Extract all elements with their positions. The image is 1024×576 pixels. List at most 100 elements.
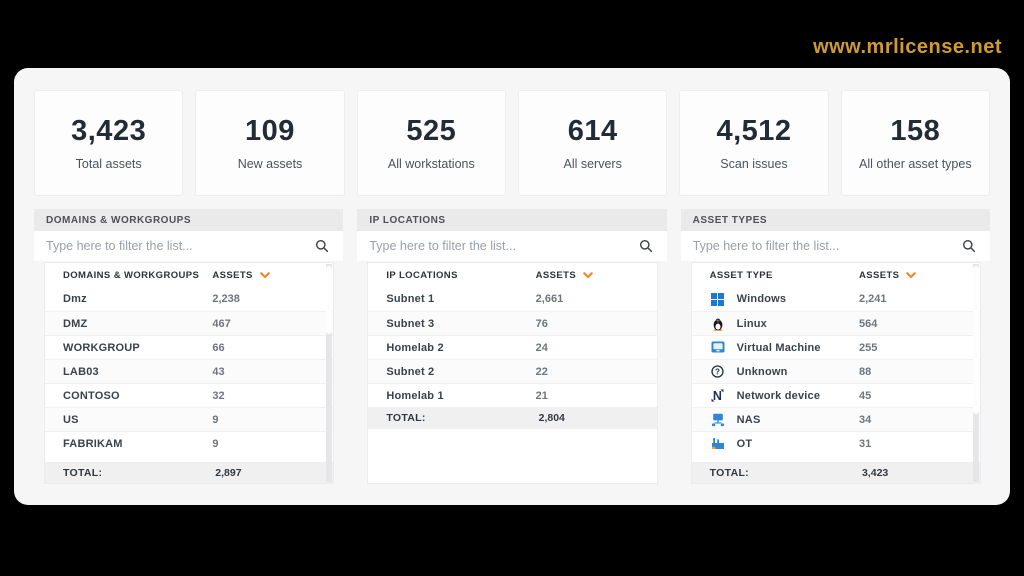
panel-asset-types: ASSET TYPES ASSET TYPE ASSETS bbox=[680, 209, 990, 484]
stat-card-new-assets[interactable]: 109 New assets bbox=[195, 90, 345, 196]
row-value: 31 bbox=[859, 437, 872, 450]
total-value: 2,804 bbox=[538, 412, 565, 424]
row-label-text: Windows bbox=[736, 293, 787, 305]
row-label-text: NAS bbox=[736, 413, 761, 426]
filter-bar bbox=[357, 231, 667, 261]
stat-value: 4,512 bbox=[716, 115, 792, 147]
table-row[interactable]: Linux 564 bbox=[691, 311, 980, 335]
filter-input[interactable] bbox=[692, 239, 962, 253]
table-row[interactable]: Homelab 2 24 bbox=[368, 335, 657, 359]
row-label: NAS bbox=[710, 413, 859, 427]
virtual-machine-icon bbox=[710, 341, 726, 354]
stat-label: All workstations bbox=[387, 157, 475, 171]
filter-bar bbox=[680, 231, 990, 261]
table-row[interactable]: N Network device 45 bbox=[691, 383, 980, 407]
stat-value: 614 bbox=[567, 115, 618, 147]
panel-title: DOMAINS & WORKGROUPS bbox=[34, 209, 344, 231]
row-value: 76 bbox=[535, 317, 548, 330]
column-header-name[interactable]: DOMAINS & WORKGROUPS bbox=[63, 269, 200, 281]
chevron-down-icon[interactable] bbox=[583, 271, 593, 279]
table-row[interactable]: Subnet 1 2,661 bbox=[368, 287, 656, 311]
column-header-name[interactable]: IP LOCATIONS bbox=[386, 269, 458, 281]
stats-row: 3,423 Total assets 109 New assets 525 Al… bbox=[34, 90, 990, 196]
table-body: Windows 2,241 Linux 564 Virtual Machine 255? U… bbox=[691, 287, 980, 462]
row-value: 24 bbox=[535, 341, 548, 354]
watermark: www.mrlicense.net bbox=[813, 36, 1002, 58]
list-columns: DOMAINS & WORKGROUPS DOMAINS & WORKGROUP… bbox=[34, 209, 990, 484]
table-row[interactable]: ? Unknown 88 bbox=[691, 359, 980, 383]
row-label: Dmz bbox=[63, 293, 212, 305]
stat-card-total-assets[interactable]: 3,423 Total assets bbox=[34, 90, 184, 196]
scrollbar[interactable] bbox=[326, 264, 333, 482]
table-row[interactable]: US 9 bbox=[45, 407, 334, 431]
stat-value: 525 bbox=[406, 115, 457, 147]
filter-input[interactable] bbox=[369, 239, 639, 253]
table-row[interactable]: Subnet 3 76 bbox=[368, 311, 657, 335]
total-row: TOTAL: 3,423 bbox=[691, 462, 980, 483]
table-row[interactable]: Homelab 1 21 bbox=[368, 383, 657, 407]
row-value: 564 bbox=[859, 317, 878, 330]
row-label-text: Subnet 2 bbox=[386, 365, 435, 378]
nas-icon bbox=[710, 413, 726, 427]
column-header-name[interactable]: ASSET TYPE bbox=[709, 269, 773, 281]
search-icon[interactable] bbox=[315, 239, 329, 253]
table-row[interactable]: FABRIKAM 9 bbox=[45, 431, 334, 455]
assets-header-label: ASSETS bbox=[535, 269, 577, 281]
row-label-text: Subnet 1 bbox=[386, 293, 435, 305]
table-row[interactable]: OT 31 bbox=[691, 431, 980, 455]
search-icon[interactable] bbox=[962, 239, 976, 253]
row-value: 255 bbox=[859, 341, 878, 354]
table-header: ASSET TYPE ASSETS bbox=[692, 263, 980, 287]
table-row[interactable]: CONTOSO 32 bbox=[45, 383, 334, 407]
network-device-icon: N bbox=[710, 389, 726, 402]
table-row[interactable]: WORKGROUP 66 bbox=[45, 335, 334, 359]
table-row[interactable]: LAB03 43 bbox=[45, 359, 334, 383]
column-header-assets[interactable]: ASSETS bbox=[859, 270, 962, 281]
asset-types-table: ASSET TYPE ASSETS Windows 2,241 Linux 564 Vi… bbox=[690, 262, 981, 484]
row-value: 467 bbox=[212, 317, 231, 330]
table-header: DOMAINS & WORKGROUPS ASSETS bbox=[45, 263, 333, 287]
row-label-text: Unknown bbox=[736, 365, 788, 378]
unknown-icon: ? bbox=[710, 365, 726, 378]
row-value: 2,661 bbox=[535, 293, 564, 305]
search-icon[interactable] bbox=[639, 239, 653, 253]
row-label: LAB03 bbox=[63, 366, 212, 378]
total-label: TOTAL: bbox=[386, 412, 426, 424]
scrollbar[interactable] bbox=[973, 264, 979, 482]
svg-text:N: N bbox=[713, 389, 722, 402]
row-label-text: Dmz bbox=[63, 293, 87, 305]
stat-value: 3,423 bbox=[71, 115, 147, 147]
row-value: 32 bbox=[212, 389, 225, 402]
stat-card-servers[interactable]: 614 All servers bbox=[517, 90, 668, 196]
row-value: 9 bbox=[212, 413, 219, 426]
table-row[interactable]: Windows 2,241 bbox=[692, 287, 980, 311]
table-body: Subnet 1 2,661 Subnet 3 76 Homelab 2 24 Subnet… bbox=[368, 287, 657, 407]
chevron-down-icon[interactable] bbox=[906, 271, 917, 279]
stat-card-scan-issues[interactable]: 4,512 Scan issues bbox=[679, 90, 829, 196]
filter-input[interactable] bbox=[46, 239, 316, 253]
stat-card-workstations[interactable]: 525 All workstations bbox=[356, 90, 506, 196]
row-label-text: Subnet 3 bbox=[386, 317, 435, 330]
row-label-text: FABRIKAM bbox=[63, 437, 123, 450]
table-row[interactable]: Virtual Machine 255 bbox=[691, 335, 980, 359]
total-label: TOTAL: bbox=[63, 467, 103, 479]
table-row[interactable]: Subnet 2 22 bbox=[368, 359, 657, 383]
stat-card-other-asset-types[interactable]: 158 All other asset types bbox=[840, 90, 990, 196]
table-row[interactable]: NAS 34 bbox=[691, 407, 980, 431]
scrollbar-thumb[interactable] bbox=[326, 266, 333, 334]
row-label-text: Network device bbox=[736, 389, 821, 402]
column-header-assets[interactable]: ASSETS bbox=[212, 270, 315, 281]
row-label: Windows bbox=[710, 292, 859, 306]
row-value: 45 bbox=[859, 389, 872, 402]
chevron-down-icon[interactable] bbox=[259, 271, 270, 279]
table-row[interactable]: Dmz 2,238 bbox=[45, 287, 333, 311]
row-label: DMZ bbox=[63, 318, 212, 330]
row-label: Subnet 1 bbox=[386, 293, 535, 305]
row-label-text: Linux bbox=[736, 317, 767, 330]
row-label-text: WORKGROUP bbox=[63, 341, 140, 354]
row-value: 2,241 bbox=[859, 293, 887, 305]
table-row[interactable]: DMZ 467 bbox=[45, 311, 334, 335]
column-header-assets[interactable]: ASSETS bbox=[536, 270, 639, 281]
ip-locations-table: IP LOCATIONS ASSETS Subnet 1 2,661 Subnet … bbox=[367, 262, 658, 484]
scrollbar-thumb[interactable] bbox=[973, 266, 979, 414]
